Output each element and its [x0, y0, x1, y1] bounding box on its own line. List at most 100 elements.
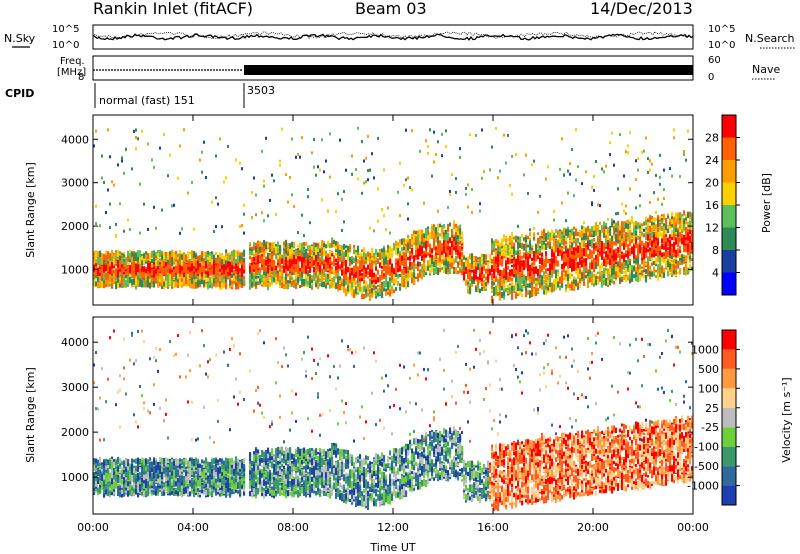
range-gate-cell — [335, 266, 338, 273]
range-gate-cell — [207, 258, 210, 265]
range-gate-cell — [515, 273, 518, 282]
range-gate-cell — [427, 230, 430, 235]
range-gate-cell — [441, 132, 443, 136]
range-gate-cell — [425, 253, 428, 258]
range-gate-cell — [337, 241, 340, 248]
range-gate-cell — [529, 244, 532, 250]
range-gate-cell — [321, 282, 324, 288]
range-gate-cell — [445, 230, 448, 235]
range-gate-cell — [527, 270, 530, 275]
range-gate-cell — [577, 232, 580, 237]
range-gate-cell — [179, 231, 181, 235]
range-gate-cell — [303, 264, 306, 272]
range-gate-cell — [263, 265, 266, 271]
range-gate-cell — [459, 270, 462, 273]
range-gate-cell — [553, 266, 556, 274]
range-gate-cell — [223, 283, 226, 288]
range-gate-cell — [559, 250, 562, 253]
range-gate-cell — [453, 234, 456, 238]
range-gate-cell — [571, 228, 574, 235]
range-gate-cell — [455, 225, 458, 231]
range-gate-cell — [169, 261, 172, 267]
range-gate-cell — [527, 273, 530, 277]
range-gate-cell — [491, 260, 494, 264]
range-gate-cell — [527, 235, 530, 240]
range-gate-cell — [107, 251, 110, 259]
range-gate-cell — [385, 269, 388, 276]
range-gate-cell — [549, 276, 552, 281]
range-gate-cell — [301, 283, 304, 288]
range-gate-cell — [425, 243, 428, 249]
range-gate-cell — [193, 251, 196, 258]
range-gate-cell — [461, 258, 464, 267]
range-gate-cell — [301, 136, 303, 140]
range-gate-cell — [525, 234, 528, 239]
range-gate-cell — [357, 292, 360, 295]
range-gate-cell — [277, 254, 280, 260]
range-gate-cell — [459, 234, 461, 238]
range-gate-cell — [457, 239, 460, 242]
range-gate-cell — [545, 233, 548, 241]
range-gate-cell — [183, 259, 186, 262]
range-gate-cell — [271, 173, 273, 177]
range-gate-cell — [207, 252, 210, 255]
range-gate-cell — [281, 127, 283, 131]
range-gate-cell — [433, 227, 436, 232]
range-gate-cell — [325, 278, 328, 282]
range-gate-cell — [367, 276, 370, 279]
range-gate-cell — [563, 239, 566, 246]
range-gate-cell — [103, 180, 105, 184]
range-gate-cell — [227, 145, 229, 148]
range-gate-cell — [521, 255, 524, 259]
range-gate-cell — [299, 277, 302, 281]
range-gate-cell — [269, 252, 272, 258]
range-gate-cell — [487, 275, 490, 283]
range-gate-cell — [539, 245, 542, 248]
range-gate-cell — [491, 145, 493, 149]
range-gate-cell — [217, 263, 220, 267]
range-gate-cell — [319, 272, 322, 281]
range-gate-cell — [307, 278, 310, 286]
range-gate-cell — [397, 260, 400, 267]
range-gate-cell — [341, 278, 344, 287]
range-gate-cell — [279, 159, 281, 163]
range-gate-cell — [317, 243, 320, 248]
range-gate-cell — [93, 251, 96, 260]
range-gate-cell — [467, 205, 469, 209]
range-gate-cell — [115, 271, 118, 279]
range-gate-cell — [145, 273, 148, 281]
range-gate-cell — [363, 252, 366, 256]
range-gate-cell — [527, 261, 530, 265]
range-gate-cell — [129, 265, 132, 270]
range-gate-cell — [529, 237, 532, 240]
range-gate-cell — [273, 179, 275, 183]
range-gate-cell — [341, 282, 344, 289]
range-gate-cell — [413, 265, 416, 273]
range-gate-cell — [547, 165, 549, 169]
range-gate-cell — [305, 265, 308, 274]
range-gate-cell — [361, 273, 364, 277]
range-gate-cell — [503, 275, 506, 279]
range-gate-cell — [197, 280, 200, 288]
range-gate-cell — [553, 238, 556, 246]
range-gate-cell — [455, 177, 457, 181]
range-gate-cell — [575, 239, 578, 243]
range-gate-cell — [313, 252, 316, 261]
range-gate-cell — [273, 249, 276, 255]
freq-tick-bottom: 8 — [78, 72, 84, 83]
range-gate-cell — [153, 262, 156, 266]
range-gate-cell — [171, 249, 174, 257]
range-gate-cell — [373, 277, 376, 285]
range-gate-cell — [287, 273, 290, 277]
range-gate-cell — [221, 259, 224, 266]
range-gate-cell — [163, 259, 166, 262]
range-gate-cell — [327, 241, 330, 248]
range-gate-cell — [153, 270, 156, 278]
range-gate-cell — [529, 264, 532, 271]
range-gate-cell — [527, 290, 530, 293]
range-gate-cell — [285, 248, 288, 255]
range-gate-cell — [461, 238, 464, 244]
range-gate-cell — [345, 250, 348, 257]
range-gate-cell — [237, 281, 240, 290]
range-gate-cell — [327, 257, 330, 264]
